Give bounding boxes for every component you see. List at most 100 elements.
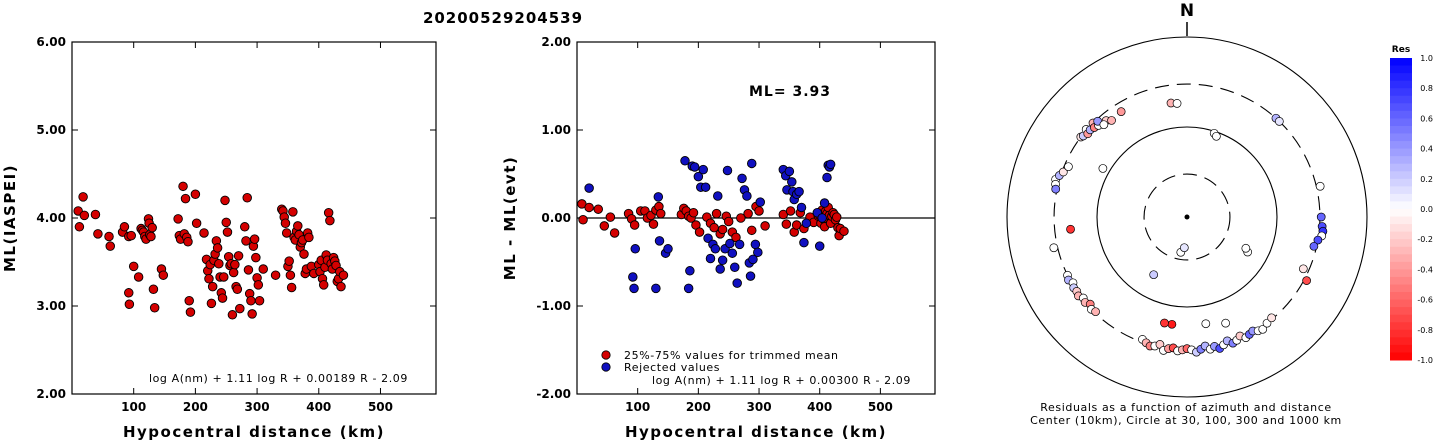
data-point [90, 209, 101, 220]
colorbar-tick-label: 0.0 [1420, 205, 1433, 214]
colorbar-cell [1390, 171, 1412, 180]
colorbar-tick-label: 0.8 [1420, 84, 1433, 93]
colorbar-cell [1390, 344, 1412, 353]
colorbar-tick-label: 0.2 [1420, 175, 1433, 184]
x-axis-label: Hypocentral distance (km) [123, 423, 385, 441]
station-point [1221, 318, 1230, 328]
data-point [258, 264, 269, 274]
colorbar-cells [1390, 58, 1412, 361]
station-point [1298, 264, 1308, 274]
colorbar-cell [1390, 276, 1412, 285]
colorbar-cell [1390, 118, 1412, 127]
data-point [630, 244, 641, 254]
y-axis-label: ML - ML(evt) [501, 156, 519, 280]
colorbar-cell [1390, 314, 1412, 323]
y-tick-label: 3.00 [36, 299, 66, 313]
data-point [284, 256, 294, 266]
station-point [1160, 318, 1169, 328]
y-tick-label: 0.00 [541, 211, 571, 225]
data-point [270, 270, 281, 280]
colorbar-cell [1390, 193, 1412, 202]
colorbar-cell [1390, 133, 1412, 142]
colorbar-cell [1390, 163, 1412, 172]
data-point [732, 278, 742, 288]
data-point [794, 186, 804, 197]
y-tick-label: 5.00 [36, 123, 66, 137]
station-point [1241, 243, 1251, 253]
x-tick-label: 300 [245, 400, 270, 414]
colorbar-cell [1390, 239, 1412, 248]
data-point [183, 237, 193, 247]
data-point [124, 299, 135, 309]
x-tick-label: 100 [121, 400, 146, 414]
y-tick-labels: 2.00 3.00 4.00 5.00 6.00 [36, 35, 436, 401]
station-point [1313, 235, 1323, 245]
data-point [653, 192, 664, 202]
data-point [249, 234, 260, 244]
data-point [839, 226, 849, 236]
data-point [299, 249, 309, 259]
y-tick-label: 2.00 [36, 387, 66, 401]
x-tick-label: 200 [183, 400, 208, 414]
y-axis-label: ML(IASPEI) [1, 164, 19, 272]
colorbar-tick-label: 0.4 [1420, 145, 1433, 154]
data-point [185, 307, 196, 317]
data-point [146, 231, 156, 242]
data-point [745, 271, 756, 281]
data-point [629, 283, 639, 294]
data-point [711, 208, 722, 219]
data-point [825, 159, 836, 170]
data-point [654, 236, 665, 246]
data-point [228, 267, 239, 278]
data-point [184, 295, 194, 306]
data-point [148, 284, 159, 295]
data-point [239, 222, 250, 232]
colorbar-cell [1390, 103, 1412, 112]
data-point [220, 195, 230, 206]
colorbar-tick-label: 1.0 [1420, 54, 1433, 63]
data-point [663, 244, 673, 254]
data-point [680, 156, 690, 166]
colorbar-tick-labels: 1.0 0.8 0.6 0.4 0.2 0.0 -0.2 -0.4 -0.6 -0.8 -1.0 [1417, 54, 1433, 365]
data-point [178, 181, 188, 192]
data-points [73, 181, 349, 320]
data-point [685, 266, 695, 276]
data-point [819, 198, 830, 208]
data-point [323, 207, 334, 218]
data-point [747, 158, 757, 169]
data-point [126, 230, 136, 241]
station-point [1172, 99, 1182, 108]
x-tick-label: 500 [368, 400, 393, 414]
station-point [1049, 243, 1059, 253]
x-tick-labels: 100 200 300 400 500 [625, 42, 893, 414]
colorbar-cell [1390, 224, 1412, 233]
data-point [742, 191, 752, 201]
data-point [736, 213, 746, 223]
plot-frame [71, 41, 437, 395]
data-point [254, 295, 265, 306]
epicenter-dot [1184, 214, 1190, 220]
station-point [1107, 116, 1116, 125]
colorbar-cell [1390, 269, 1412, 278]
colorbar-cell [1390, 186, 1412, 195]
colorbar-cell [1390, 141, 1412, 150]
station-point [1058, 167, 1068, 177]
colorbar-cell [1390, 88, 1412, 97]
data-point [105, 241, 116, 251]
y-tick-label: 4.00 [36, 211, 66, 225]
data-point [722, 165, 733, 176]
colorbar-cell [1390, 254, 1412, 263]
data-point [246, 295, 256, 306]
data-point [79, 210, 90, 221]
data-point [207, 281, 218, 292]
data-point [147, 222, 157, 233]
data-point [227, 310, 238, 320]
caption-line-2: Center (10km), Circle at 30, 100, 300 an… [1030, 414, 1342, 427]
data-point [628, 272, 638, 282]
data-point [817, 213, 827, 223]
y-tick-label: 1.00 [541, 123, 571, 137]
data-point [281, 228, 292, 238]
distance-ring [1096, 126, 1278, 308]
data-point [325, 215, 335, 226]
data-point [212, 243, 223, 253]
